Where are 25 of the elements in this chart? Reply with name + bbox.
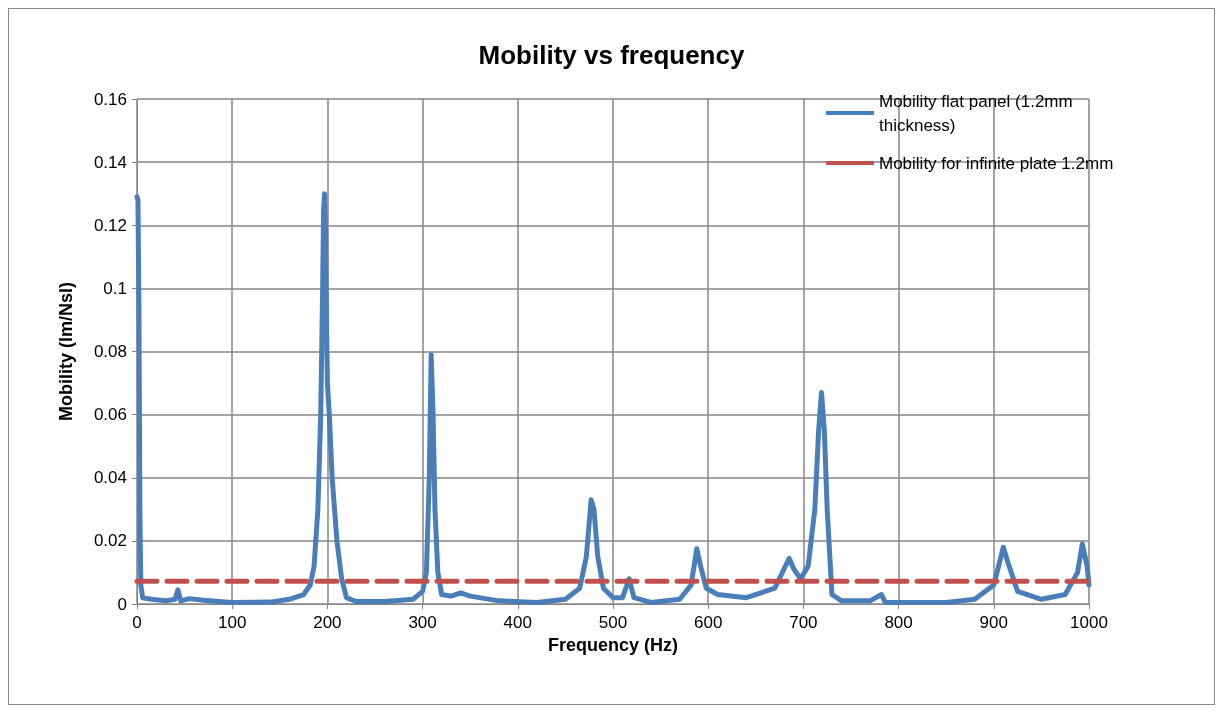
legend-label: Mobility for infinite plate 1.2mm	[879, 153, 1114, 173]
legend-label: Mobility flat panel (1.2mm thickness)	[879, 91, 1078, 135]
x-axis-title: Frequency (Hz)	[547, 635, 679, 655]
x-tick-label: 600	[694, 613, 723, 632]
x-tick-label: 1000	[1070, 613, 1108, 632]
y-tick-label: 0.12	[93, 215, 127, 235]
y-tick-label: 0.04	[93, 468, 127, 488]
y-tick-label: 0.16	[93, 89, 127, 109]
y-tick-label: 0.1	[103, 278, 127, 298]
y-tick-label: 0	[117, 594, 127, 614]
x-tick-label: 0	[132, 613, 142, 632]
x-tick-label: 200	[313, 613, 342, 632]
x-tick-label: 800	[884, 613, 913, 632]
y-tick-label: 0.08	[93, 342, 127, 361]
chart-title: Mobility vs frequency	[478, 40, 745, 70]
x-tick-label: 300	[408, 613, 437, 632]
x-tick-label: 100	[218, 613, 247, 632]
y-tick-label: 0.14	[93, 152, 127, 172]
x-tick-label: 700	[789, 613, 818, 632]
y-tick-label: 0.06	[93, 405, 127, 425]
x-tick-label: 900	[979, 613, 1008, 632]
y-tick-label: 0.02	[93, 531, 127, 551]
x-tick-label: 400	[503, 613, 532, 632]
x-tick-label: 500	[598, 613, 628, 632]
y-axis-title: Mobility (lm/Nsl)	[56, 282, 76, 421]
